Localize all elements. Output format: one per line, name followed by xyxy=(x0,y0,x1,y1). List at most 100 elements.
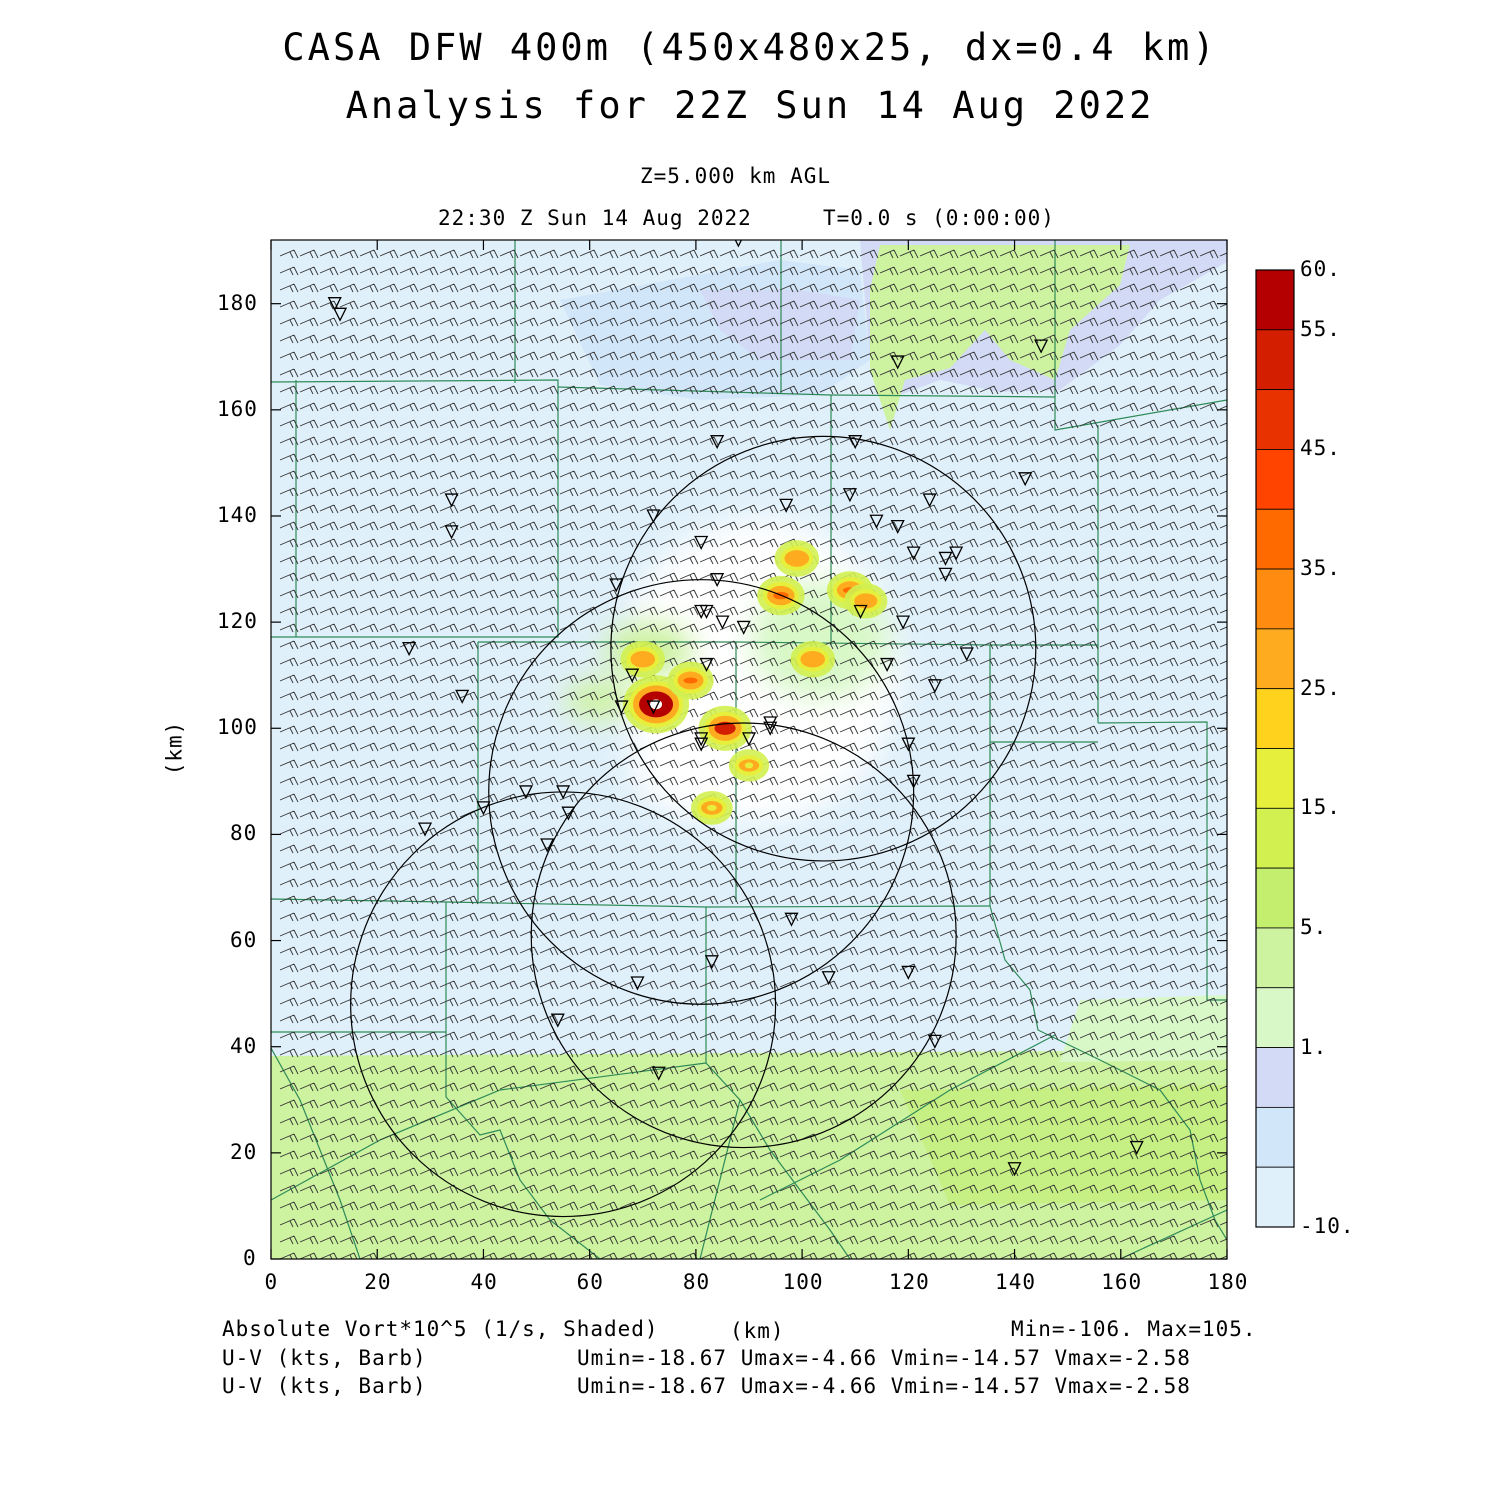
station-marker xyxy=(890,519,905,535)
station-marker xyxy=(901,965,916,980)
station-marker xyxy=(550,1013,565,1028)
station-marker xyxy=(736,620,751,635)
station-marker xyxy=(327,297,342,312)
x-tick-label: 20 xyxy=(364,1270,392,1294)
x-tick-label: 140 xyxy=(995,1270,1036,1294)
station-marker xyxy=(630,976,645,991)
y-tick-label: 0 xyxy=(243,1246,257,1270)
station-marker xyxy=(906,546,921,561)
shade-region-northcentral-blue xyxy=(700,290,860,360)
station-marker xyxy=(556,785,571,800)
station-marker xyxy=(938,551,953,566)
station-marker xyxy=(842,488,857,503)
station-marker xyxy=(540,838,555,853)
station-marker xyxy=(927,1034,942,1049)
radar-range-rings xyxy=(350,435,1037,1218)
shade-region-southeast xyxy=(1060,995,1227,1062)
station-marker xyxy=(779,498,794,513)
vorticity-cell xyxy=(620,640,666,678)
radar-range-ring xyxy=(530,722,957,1149)
colorbar-swatch xyxy=(1255,449,1295,510)
y-tick-label: 60 xyxy=(230,927,258,952)
colorbar-label: 15. xyxy=(1300,795,1341,820)
field-min-max: Min=-106. Max=105. xyxy=(1011,1317,1257,1341)
colorbar-label: -10. xyxy=(1300,1214,1355,1238)
colorbar-label: 1. xyxy=(1300,1034,1328,1059)
vorticity-cell xyxy=(728,749,770,782)
station-marker xyxy=(1007,1162,1022,1177)
station-marker xyxy=(417,822,433,837)
colorbar-swatch xyxy=(1255,329,1295,391)
colorbar-label: 60. xyxy=(1300,257,1341,281)
station-marker xyxy=(699,657,714,673)
colorbar-swatch xyxy=(1255,807,1295,869)
station-marker xyxy=(625,668,640,683)
colorbar-swatch xyxy=(1255,628,1295,690)
station-marker xyxy=(906,774,921,789)
station-marker xyxy=(518,785,533,800)
vorticity-cell xyxy=(774,540,820,577)
colorbar-label: 45. xyxy=(1300,436,1341,461)
colorbar-label: 5. xyxy=(1300,914,1328,939)
station-marker xyxy=(784,912,799,927)
cell-core xyxy=(744,762,754,769)
station-marker xyxy=(1129,1140,1144,1156)
cell-core xyxy=(806,656,820,663)
station-marker xyxy=(895,615,911,630)
station-marker xyxy=(444,493,459,508)
station-marker xyxy=(710,573,725,588)
x-tick-label: 120 xyxy=(888,1270,930,1294)
map-plot-area xyxy=(271,240,1227,1259)
station-marker xyxy=(561,806,576,821)
x-tick-label: 180 xyxy=(1207,1270,1249,1294)
radar-range-ring xyxy=(350,791,777,1218)
station-marker xyxy=(694,732,709,747)
y-tick-label: 20 xyxy=(230,1139,258,1164)
radar-range-ring xyxy=(488,579,915,1005)
x-axis-label: (km) xyxy=(730,1319,785,1343)
station-marker xyxy=(1018,472,1033,487)
station-marker xyxy=(890,355,905,370)
vorticity-cell xyxy=(790,640,836,678)
wind-barb-field xyxy=(279,249,1227,1259)
station-marker xyxy=(476,801,491,816)
y-tick-label: 100 xyxy=(217,715,258,740)
vorticity-cell xyxy=(844,583,888,619)
colorbar-swatch xyxy=(1255,568,1295,630)
field-label: Absolute Vort*10^5 (1/s, Shaded) xyxy=(222,1317,659,1341)
y-tick-label: 40 xyxy=(230,1033,258,1058)
station-marker xyxy=(444,525,459,540)
plot-title-line2: Analysis for 22Z Sun 14 Aug 2022 xyxy=(345,84,1155,127)
colorbar-swatch xyxy=(1255,1047,1295,1108)
station-marker xyxy=(763,721,778,736)
colorbar-swatch xyxy=(1255,508,1295,570)
colorbar-swatch xyxy=(1255,748,1295,809)
colorbar-swatch xyxy=(1255,1166,1295,1228)
station-marker xyxy=(938,567,953,582)
x-tick-label: 40 xyxy=(470,1270,498,1294)
forecast-time-label: T=0.0 s (0:00:00) xyxy=(823,206,1055,230)
station-marker xyxy=(848,435,863,450)
x-tick-label: 160 xyxy=(1101,1270,1143,1294)
cell-core xyxy=(790,555,804,562)
x-tick-label: 80 xyxy=(682,1270,711,1294)
station-marker xyxy=(710,435,725,450)
station-marker xyxy=(715,615,730,630)
cell-core xyxy=(636,656,650,663)
station-marker xyxy=(821,971,836,986)
colorbar-swatch xyxy=(1255,867,1295,929)
plot-title-line1: CASA DFW 400m (450x480x25, dx=0.4 km) xyxy=(282,26,1218,69)
radar-range-ring xyxy=(610,435,1037,862)
station-marker xyxy=(609,578,624,593)
colorbar-swatch xyxy=(1255,269,1295,331)
station-marker xyxy=(699,604,714,619)
colorbar xyxy=(1255,269,1295,1228)
station-marker xyxy=(901,737,916,752)
colorbar-swatch xyxy=(1255,987,1295,1048)
vorticity-cell xyxy=(667,661,714,700)
station-marker xyxy=(869,514,884,529)
barb-label-1: U-V (kts, Barb) xyxy=(222,1346,427,1370)
vorticity-cell xyxy=(690,791,733,825)
colorbar-swatch xyxy=(1255,927,1295,989)
